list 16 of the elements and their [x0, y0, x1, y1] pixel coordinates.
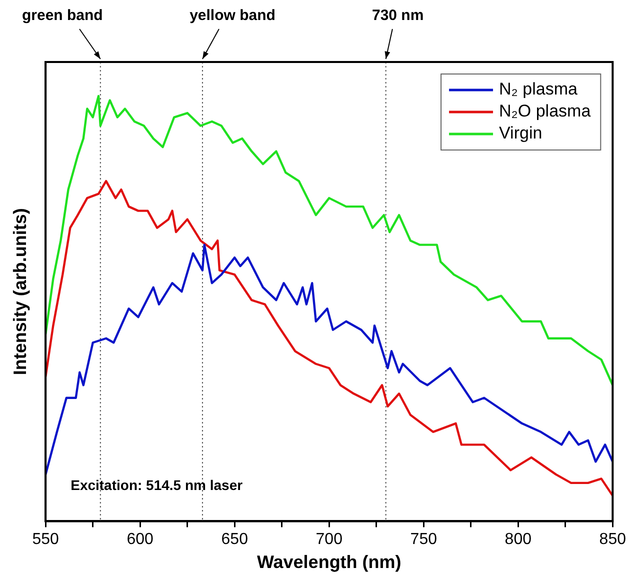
x-tick-label: 600: [126, 531, 154, 548]
x-tick-label: 550: [32, 531, 60, 548]
x-tick-label: 850: [599, 531, 626, 548]
legend-label: N₂O plasma: [499, 102, 592, 121]
y-axis-title: Intensity (arb.units): [10, 208, 30, 376]
ref-line-label: 730 nm: [372, 7, 424, 24]
x-tick-label: 800: [504, 531, 532, 548]
x-tick-label: 650: [221, 531, 248, 548]
annotation: Excitation: 514.5 nm laser: [70, 477, 244, 494]
x-tick-label: 750: [410, 531, 438, 548]
legend-label: Virgin: [499, 124, 542, 143]
x-axis-title: Wavelength (nm): [256, 552, 402, 572]
x-tick-label: 700: [316, 531, 343, 548]
ref-line-label: yellow band: [190, 7, 276, 24]
ref-line-label: green band: [22, 7, 103, 24]
legend-label: N₂ plasma: [499, 80, 578, 99]
